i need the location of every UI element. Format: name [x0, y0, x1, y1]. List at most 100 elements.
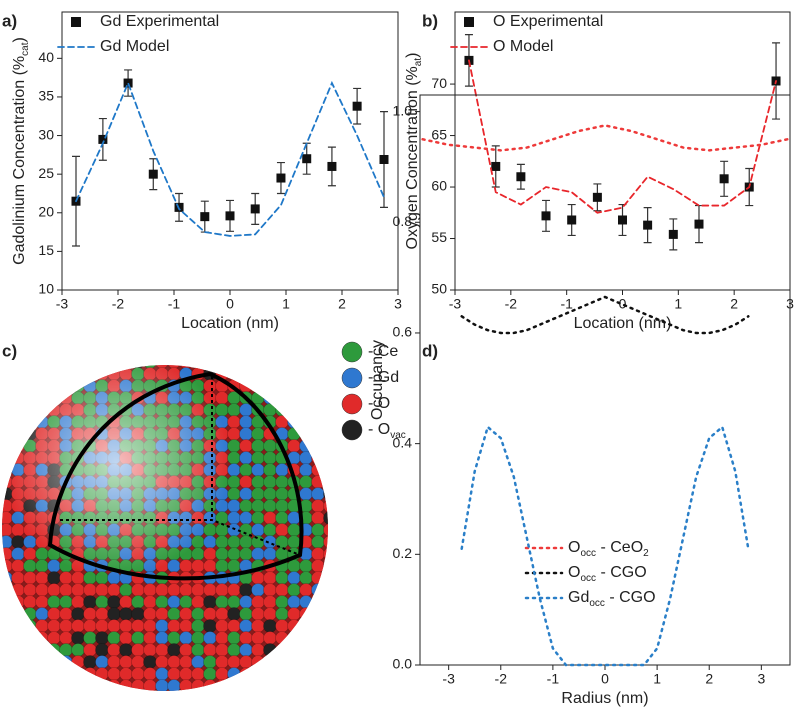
wedge-edges [60, 376, 301, 556]
atom [311, 679, 325, 691]
atom [2, 595, 13, 609]
label-part: - O [368, 421, 390, 438]
x-tick-label: 3 [757, 671, 765, 687]
marker [541, 211, 551, 221]
atom [2, 619, 13, 633]
atom [275, 379, 289, 393]
atom [35, 365, 49, 369]
atom [275, 655, 289, 669]
atom [23, 365, 37, 369]
label-part: - Ce [368, 343, 398, 360]
marker [379, 154, 389, 164]
panel-label: b) [422, 11, 438, 30]
atom [23, 379, 37, 393]
atom [23, 667, 37, 681]
label-part: O [568, 539, 580, 556]
atom [299, 643, 313, 657]
atom [11, 427, 25, 441]
label-part: ) [11, 37, 28, 42]
atom [324, 692, 337, 705]
atom [299, 427, 313, 441]
atom [71, 667, 85, 681]
atom [47, 679, 61, 691]
atom [239, 679, 253, 691]
atom [95, 679, 109, 691]
y-tick-label: 0.4 [393, 434, 413, 450]
x-axis-label: Location (nm) [574, 315, 672, 332]
marker [592, 192, 602, 202]
atom [11, 631, 25, 645]
atom [287, 391, 301, 405]
atom [108, 692, 121, 705]
atom [2, 439, 13, 453]
atom [11, 379, 25, 393]
atom [287, 679, 301, 691]
atom [2, 379, 13, 393]
atom [299, 391, 313, 405]
x-tick-label: 0 [226, 296, 234, 312]
atom [323, 655, 328, 669]
atom [71, 367, 85, 381]
atom [323, 487, 328, 501]
marker [618, 215, 627, 225]
atom [299, 403, 313, 417]
y-tick-label: 0.6 [393, 324, 413, 340]
atom [311, 667, 325, 681]
x-tick-label: -3 [449, 296, 462, 312]
series-line [468, 59, 777, 214]
legend-label: Gd Model [100, 38, 169, 55]
atom [47, 379, 61, 393]
atom [311, 607, 325, 621]
atom [168, 692, 181, 705]
y-tick-label: 10 [38, 281, 54, 297]
atom [23, 643, 37, 657]
atom [35, 667, 49, 681]
atom [323, 415, 328, 429]
atom [2, 655, 13, 669]
x-tick-label: 1 [282, 296, 290, 312]
atom [299, 367, 313, 381]
x-axis-label: Radius (nm) [561, 690, 648, 707]
legend-label: O Experimental [493, 13, 603, 30]
y-tick-label: 60 [431, 178, 447, 194]
legend-atom [341, 419, 363, 441]
atom [251, 667, 265, 681]
marker [643, 220, 653, 230]
atom [59, 379, 73, 393]
atom [323, 643, 328, 657]
atom [263, 367, 277, 381]
marker [567, 215, 577, 225]
y-tick-label: 30 [38, 126, 54, 142]
atom [264, 692, 277, 705]
atom [323, 427, 328, 441]
label-part: - CGO [605, 589, 656, 606]
atom [299, 679, 313, 691]
marker [327, 161, 337, 171]
atom [311, 619, 325, 633]
x-tick-label: -1 [168, 296, 181, 312]
atom [23, 631, 37, 645]
y-tick-label: 20 [38, 203, 54, 219]
y-tick-label: 25 [38, 165, 54, 181]
atom [12, 692, 25, 705]
atom [11, 391, 25, 405]
atom [311, 427, 325, 441]
x-tick-label: -2 [505, 296, 518, 312]
y-tick-label: 0.0 [393, 656, 413, 672]
atom [95, 365, 109, 369]
atom [11, 367, 25, 381]
atom [23, 679, 37, 691]
marker [200, 212, 210, 222]
marker [719, 174, 729, 184]
atom [2, 367, 13, 381]
atom [47, 667, 61, 681]
atom [11, 655, 25, 669]
atom [287, 643, 301, 657]
atom [240, 692, 253, 705]
atom [11, 403, 25, 417]
atom [96, 692, 109, 705]
atom [276, 692, 289, 705]
legend-label: Gdocc - CGO [568, 589, 656, 609]
atom [275, 367, 289, 381]
